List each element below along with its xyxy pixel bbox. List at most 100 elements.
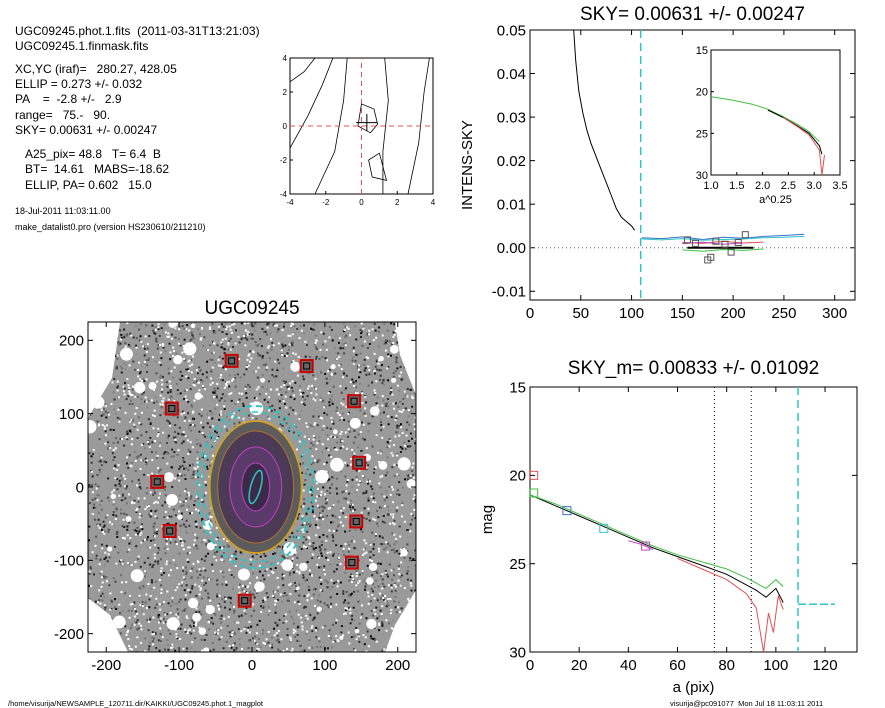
noise-pixel — [88, 452, 91, 455]
noise-pixel — [162, 457, 165, 459]
noise-pixel-light — [370, 495, 373, 498]
noise-pixel-light — [138, 516, 141, 519]
noise-pixel — [309, 523, 312, 526]
noise-pixel — [109, 428, 112, 431]
noise-pixel — [315, 547, 317, 549]
noise-pixel — [100, 375, 103, 378]
noise-pixel-light — [396, 384, 399, 387]
noise-pixel — [203, 559, 206, 562]
noise-pixel — [157, 560, 160, 563]
masked-star — [237, 568, 250, 581]
noise-pixel-light — [162, 621, 165, 624]
noise-pixel-light — [204, 539, 207, 542]
noise-pixel-light — [196, 560, 199, 563]
noise-pixel — [409, 523, 412, 526]
noise-pixel — [387, 604, 390, 606]
noise-pixel-light — [306, 599, 309, 602]
noise-pixel — [135, 650, 138, 652]
noise-pixel — [377, 606, 380, 609]
noise-pixel — [129, 430, 132, 433]
noise-pixel — [196, 570, 198, 573]
noise-pixel — [103, 460, 106, 463]
noise-pixel — [300, 650, 303, 652]
noise-pixel — [406, 388, 409, 390]
noise-pixel — [123, 328, 126, 331]
noise-pixel — [344, 475, 347, 478]
noise-pixel — [340, 507, 343, 510]
noise-pixel — [167, 372, 170, 375]
noise-pixel — [173, 436, 176, 439]
noise-pixel — [103, 558, 106, 561]
noise-pixel-light — [150, 512, 153, 515]
noise-pixel — [316, 424, 319, 427]
noise-pixel — [394, 589, 397, 592]
noise-pixel — [342, 550, 345, 553]
noise-pixel — [365, 461, 368, 464]
sky-box-inner — [168, 405, 176, 413]
noise-pixel — [159, 441, 162, 444]
noise-pixel-light — [192, 410, 195, 413]
noise-pixel-light — [398, 619, 401, 622]
x-tick-label: 0 — [526, 657, 534, 674]
noise-pixel-light — [391, 454, 394, 457]
masked-star — [198, 627, 206, 635]
noise-pixel-light — [284, 395, 287, 398]
noise-pixel — [305, 472, 308, 475]
noise-pixel-light — [371, 328, 374, 331]
noise-pixel — [349, 575, 352, 578]
noise-pixel — [300, 548, 303, 551]
noise-pixel — [255, 344, 258, 346]
noise-pixel-light — [153, 632, 156, 635]
noise-pixel — [363, 363, 365, 366]
noise-pixel-light — [166, 335, 169, 338]
noise-pixel — [380, 543, 383, 546]
noise-pixel — [360, 332, 363, 335]
noise-pixel — [244, 612, 247, 615]
noise-pixel — [167, 391, 170, 394]
noise-pixel — [191, 567, 194, 570]
noise-pixel — [361, 391, 363, 394]
noise-pixel — [126, 334, 129, 337]
noise-pixel — [169, 541, 172, 544]
noise-pixel-light — [107, 634, 110, 637]
noise-pixel-light — [150, 399, 153, 402]
noise-pixel-light — [169, 385, 172, 388]
noise-pixel — [174, 514, 177, 517]
noise-pixel-light — [103, 604, 106, 607]
noise-pixel — [92, 335, 95, 338]
noise-pixel — [110, 358, 113, 361]
noise-pixel-light — [300, 621, 303, 624]
noise-pixel — [414, 589, 416, 592]
noise-pixel — [97, 494, 100, 497]
noise-pixel — [141, 523, 143, 525]
noise-pixel-light — [109, 592, 112, 595]
noise-pixel — [179, 524, 182, 527]
noise-pixel — [90, 364, 93, 367]
noise-pixel — [414, 549, 416, 552]
noise-pixel-light — [90, 470, 93, 473]
noise-pixel-light — [93, 384, 96, 387]
noise-pixel — [148, 598, 151, 601]
noise-pixel — [406, 476, 409, 479]
noise-pixel-light — [194, 624, 197, 627]
noise-pixel — [158, 470, 161, 473]
noise-pixel — [109, 343, 112, 346]
noise-pixel-light — [248, 620, 251, 623]
noise-pixel — [409, 556, 412, 559]
noise-pixel — [265, 592, 268, 595]
noise-pixel-light — [315, 448, 318, 451]
noise-pixel — [330, 602, 333, 605]
noise-pixel — [363, 516, 365, 519]
noise-pixel-light — [334, 448, 337, 451]
noise-pixel — [234, 380, 237, 383]
noise-pixel — [305, 632, 308, 635]
noise-pixel — [222, 552, 225, 554]
noise-pixel-light — [234, 565, 237, 567]
noise-pixel-light — [94, 634, 97, 637]
noise-pixel-light — [112, 489, 115, 492]
noise-pixel — [102, 575, 105, 578]
noise-pixel-light — [98, 563, 101, 566]
noise-pixel — [340, 439, 343, 442]
noise-pixel-light — [312, 438, 315, 441]
noise-pixel — [178, 426, 181, 429]
